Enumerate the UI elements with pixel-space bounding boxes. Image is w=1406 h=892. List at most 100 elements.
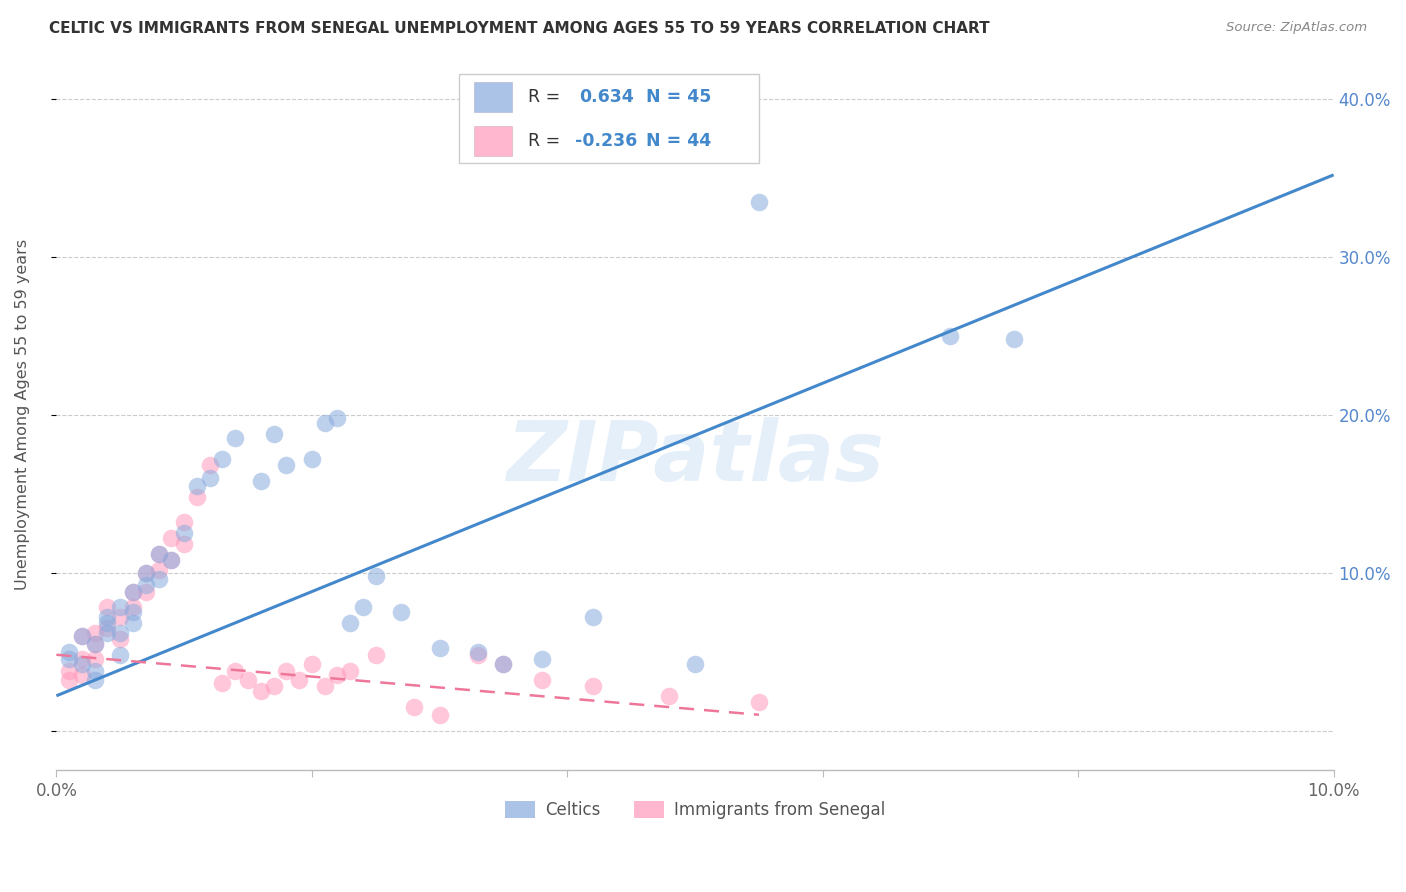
Point (364, 648, 387, 662)
Text: ZIPatlas: ZIPatlas (506, 417, 884, 498)
Point (58, 652, 80, 666)
Point (122, 584, 145, 599)
Point (173, 526, 195, 541)
Point (83, 625, 105, 640)
FancyBboxPatch shape (458, 74, 759, 162)
Point (198, 458, 221, 473)
Point (186, 490, 208, 504)
Point (110, 648, 132, 662)
Point (326, 668, 349, 682)
Point (276, 664, 298, 678)
Point (160, 531, 183, 545)
Text: R =: R = (527, 132, 565, 150)
Point (96, 621, 118, 635)
Point (249, 684, 271, 698)
Point (110, 600, 132, 615)
Point (364, 569, 387, 583)
FancyBboxPatch shape (474, 126, 512, 155)
Point (582, 610, 605, 624)
Point (122, 616, 145, 631)
Point (96, 610, 118, 624)
Point (314, 416, 336, 430)
Point (492, 657, 515, 672)
Point (224, 432, 246, 446)
Point (70, 629, 93, 643)
Text: R =: R = (527, 88, 565, 106)
Point (135, 578, 157, 592)
Text: CELTIC VS IMMIGRANTS FROM SENEGAL UNEMPLOYMENT AMONG AGES 55 TO 59 YEARS CORRELA: CELTIC VS IMMIGRANTS FROM SENEGAL UNEMPL… (49, 21, 990, 37)
Point (211, 452, 233, 467)
Point (122, 605, 145, 619)
Point (198, 471, 221, 485)
Point (110, 610, 132, 624)
Point (160, 553, 183, 567)
Point (135, 566, 157, 580)
Point (339, 616, 361, 631)
Point (70, 652, 93, 666)
Point (148, 547, 170, 561)
Point (83, 652, 105, 666)
Point (492, 657, 515, 672)
Point (96, 616, 118, 631)
Point (339, 664, 361, 678)
Point (135, 584, 157, 599)
Point (467, 648, 489, 662)
Point (173, 537, 195, 551)
Point (429, 707, 451, 722)
Point (352, 600, 374, 615)
Text: 0.634: 0.634 (579, 88, 634, 106)
Point (83, 637, 105, 651)
Point (429, 641, 451, 656)
Point (160, 553, 183, 567)
Legend: Celtics, Immigrants from Senegal: Celtics, Immigrants from Senegal (498, 794, 891, 826)
Point (58, 673, 80, 687)
Point (83, 664, 105, 678)
Y-axis label: Unemployment Among Ages 55 to 59 years: Unemployment Among Ages 55 to 59 years (15, 239, 30, 591)
Point (96, 625, 118, 640)
Point (263, 679, 285, 693)
Point (326, 411, 349, 425)
Point (110, 625, 132, 640)
Point (70, 629, 93, 643)
Point (301, 452, 323, 467)
Point (148, 547, 170, 561)
Point (276, 458, 298, 473)
Point (288, 673, 311, 687)
Point (748, 695, 770, 709)
FancyBboxPatch shape (474, 82, 512, 112)
Point (467, 644, 489, 658)
Point (530, 673, 553, 687)
Point (236, 673, 259, 687)
Point (314, 679, 336, 693)
Point (58, 664, 80, 678)
Point (122, 600, 145, 615)
Point (122, 584, 145, 599)
Point (263, 426, 285, 441)
Point (70, 668, 93, 682)
Point (530, 652, 553, 666)
Point (224, 664, 246, 678)
Point (683, 657, 706, 672)
Point (148, 562, 170, 576)
Text: -0.236: -0.236 (575, 132, 637, 150)
Point (135, 566, 157, 580)
Text: N = 44: N = 44 (647, 132, 711, 150)
Point (148, 572, 170, 586)
Point (58, 644, 80, 658)
Point (211, 676, 233, 690)
Point (402, 699, 425, 714)
Point (173, 515, 195, 529)
Point (389, 605, 412, 619)
Point (186, 479, 208, 493)
Point (110, 632, 132, 646)
Point (83, 673, 105, 687)
Point (96, 600, 118, 615)
Point (582, 679, 605, 693)
Point (301, 657, 323, 672)
Point (939, 329, 962, 343)
Point (658, 689, 681, 703)
Point (70, 657, 93, 672)
Point (83, 637, 105, 651)
Text: Source: ZipAtlas.com: Source: ZipAtlas.com (1226, 21, 1367, 35)
Point (249, 474, 271, 488)
